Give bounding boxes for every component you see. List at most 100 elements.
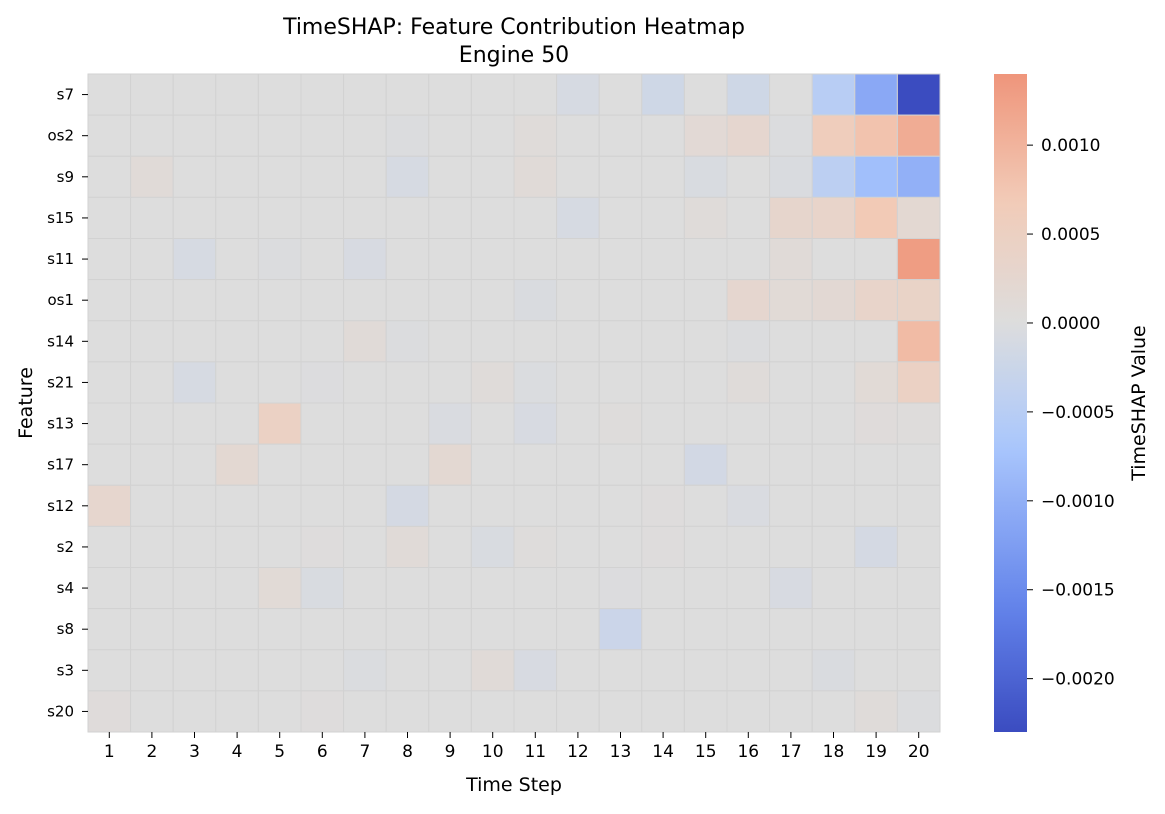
y-tick-label: s9 xyxy=(57,168,74,186)
heatmap-cell-s2-19 xyxy=(854,525,898,568)
heatmap-cell-s12-4 xyxy=(215,484,259,527)
heatmap-cell-s11-9 xyxy=(428,238,472,281)
x-tick-label: 12 xyxy=(567,742,589,762)
heatmap-cell-s11-3 xyxy=(172,238,217,281)
heatmap-cell-os2-1 xyxy=(87,114,132,157)
heatmap-cell-s9-2 xyxy=(130,155,174,198)
heatmap-cell-s4-14 xyxy=(641,567,685,610)
heatmap-cell-s8-10 xyxy=(470,608,515,651)
heatmap-cell-s3-6 xyxy=(300,649,345,692)
heatmap-cell-s14-10 xyxy=(470,320,515,363)
heatmap-cell-s3-19 xyxy=(854,649,898,692)
heatmap-cell-s14-17 xyxy=(769,320,813,363)
heatmap-cell-s15-4 xyxy=(215,196,259,239)
heatmap-cell-s7-13 xyxy=(598,73,643,116)
heatmap-cell-os2-7 xyxy=(343,114,387,157)
heatmap-cell-s7-1 xyxy=(87,73,132,116)
heatmap-cell-s13-2 xyxy=(130,402,174,445)
heatmap-cell-s4-20 xyxy=(896,567,941,610)
heatmap-cell-s11-6 xyxy=(300,238,345,281)
heatmap-cell-s8-7 xyxy=(343,608,387,651)
heatmap-cell-os1-3 xyxy=(172,279,217,322)
heatmap-cell-os1-15 xyxy=(683,279,728,322)
colorbar-tick-label: −0.0005 xyxy=(1041,403,1115,423)
heatmap-cell-s8-19 xyxy=(854,608,898,651)
heatmap-cell-s14-7 xyxy=(343,320,387,363)
heatmap-cell-s9-1 xyxy=(87,155,132,198)
y-tick-label: s2 xyxy=(57,538,74,556)
heatmap-cell-s4-4 xyxy=(215,567,259,610)
heatmap-cell-s20-7 xyxy=(343,690,387,733)
heatmap-cell-s21-1 xyxy=(87,361,132,404)
heatmap-cell-s2-3 xyxy=(172,525,217,568)
heatmap-cell-s7-16 xyxy=(726,73,771,116)
heatmap-cell-s3-15 xyxy=(683,649,728,692)
heatmap-cell-s4-7 xyxy=(343,567,387,610)
heatmap-cell-s4-1 xyxy=(87,567,132,610)
heatmap-cell-s2-11 xyxy=(513,525,558,568)
heatmap-cell-s12-11 xyxy=(513,484,558,527)
heatmap-cell-s13-11 xyxy=(513,402,558,445)
heatmap-cell-s14-19 xyxy=(854,320,898,363)
heatmap-cell-os2-8 xyxy=(385,114,430,157)
heatmap-cell-s21-13 xyxy=(598,361,643,404)
heatmap-cell-s15-14 xyxy=(641,196,685,239)
heatmap-cell-s8-4 xyxy=(215,608,259,651)
heatmap-cell-s14-11 xyxy=(513,320,558,363)
heatmap-cell-s12-14 xyxy=(641,484,685,527)
heatmap-cell-s2-18 xyxy=(811,525,856,568)
heatmap-cell-s7-2 xyxy=(130,73,174,116)
heatmap-cell-s11-2 xyxy=(130,238,174,281)
heatmap-cell-s15-19 xyxy=(854,196,898,239)
heatmap-cell-s21-16 xyxy=(726,361,771,404)
heatmap-cell-s13-4 xyxy=(215,402,259,445)
heatmap-cell-s15-10 xyxy=(470,196,515,239)
heatmap-cell-s8-13 xyxy=(598,608,643,651)
heatmap-cell-s8-17 xyxy=(769,608,813,651)
heatmap-cell-s20-11 xyxy=(513,690,558,733)
heatmap-cell-os2-6 xyxy=(300,114,345,157)
heatmap-cell-s2-14 xyxy=(641,525,685,568)
y-tick-label: s20 xyxy=(47,702,74,720)
heatmap-cell-os1-5 xyxy=(257,279,302,322)
heatmap-cell-s4-11 xyxy=(513,567,558,610)
heatmap-cell-s11-16 xyxy=(726,238,771,281)
heatmap-cell-os2-20 xyxy=(896,114,941,157)
heatmap-cell-s3-17 xyxy=(769,649,813,692)
heatmap-cell-s2-10 xyxy=(470,525,515,568)
x-tick-label: 13 xyxy=(610,742,632,762)
heatmap-cell-s14-4 xyxy=(215,320,259,363)
x-tick-label: 2 xyxy=(146,742,157,762)
heatmap-cell-s20-10 xyxy=(470,690,515,733)
heatmap-cell-s7-3 xyxy=(172,73,217,116)
y-tick-label: s21 xyxy=(47,373,74,391)
heatmap-cell-s21-20 xyxy=(896,361,941,404)
heatmap-cell-s21-4 xyxy=(215,361,259,404)
heatmap-cell-s8-15 xyxy=(683,608,728,651)
heatmap-cell-s20-12 xyxy=(556,690,600,733)
heatmap-cell-s3-3 xyxy=(172,649,217,692)
heatmap-cell-os1-19 xyxy=(854,279,898,322)
heatmap-cell-s2-15 xyxy=(683,525,728,568)
heatmap-cell-s14-13 xyxy=(598,320,643,363)
heatmap-cell-s11-5 xyxy=(257,238,302,281)
heatmap-cell-s20-15 xyxy=(683,690,728,733)
heatmap-cell-os1-1 xyxy=(87,279,132,322)
heatmap-cell-s13-20 xyxy=(896,402,941,445)
heatmap-cell-s13-16 xyxy=(726,402,771,445)
heatmap-cell-s20-3 xyxy=(172,690,217,733)
heatmap-cell-s13-1 xyxy=(87,402,132,445)
heatmap-cell-s14-14 xyxy=(641,320,685,363)
heatmap-cell-s13-8 xyxy=(385,402,430,445)
y-tick-label: s7 xyxy=(57,86,74,104)
heatmap-cell-s17-13 xyxy=(598,443,643,486)
heatmap-cell-s7-14 xyxy=(641,73,685,116)
heatmap-cell-s4-16 xyxy=(726,567,771,610)
heatmap-cell-s17-8 xyxy=(385,443,430,486)
heatmap-cell-s7-19 xyxy=(854,73,898,116)
heatmap-cell-s8-11 xyxy=(513,608,558,651)
colorbar-tick-label: −0.0015 xyxy=(1041,581,1115,601)
heatmap-cell-s17-3 xyxy=(172,443,217,486)
heatmap-cell-s11-4 xyxy=(215,238,259,281)
heatmap-cell-s15-9 xyxy=(428,196,472,239)
